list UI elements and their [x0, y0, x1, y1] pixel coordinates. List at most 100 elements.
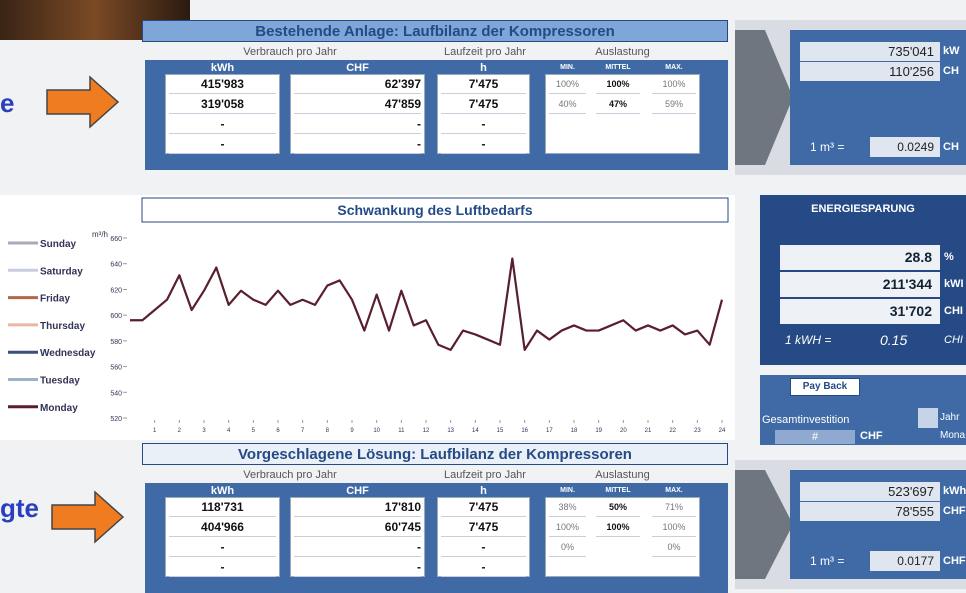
table-cell: 319'058: [169, 94, 276, 114]
x-tick-label: 9: [350, 428, 354, 434]
rate-unit: CHI: [944, 330, 963, 350]
savings-unit: CHI: [944, 299, 963, 324]
total-unit: kWh: [943, 482, 966, 501]
rate-label: 1 m³ =: [810, 551, 844, 571]
savings-unit: kWI: [944, 272, 964, 297]
x-tick-label: 19: [595, 428, 602, 434]
y-tick-label: 560: [110, 365, 122, 372]
column-header: kWh: [165, 485, 280, 497]
side-label: e: [0, 88, 14, 119]
table-cell: 7'475: [441, 497, 526, 517]
x-tick-label: 5: [252, 428, 256, 434]
x-tick-label: 23: [694, 428, 701, 434]
column-header: h: [437, 62, 530, 74]
legend-label: Saturday: [40, 266, 83, 277]
table-cell: -: [294, 537, 421, 557]
rate-label: 1 kWH =: [785, 330, 831, 350]
x-tick-label: 24: [719, 428, 726, 434]
table-cell: 100%: [549, 517, 586, 537]
legend-label: Friday: [40, 294, 70, 305]
x-tick-label: 2: [178, 428, 182, 434]
table-cell: 59%: [652, 94, 696, 114]
group-header: Auslastung: [545, 46, 700, 58]
table-cell: 38%: [549, 497, 586, 517]
savings-value: 31'702: [780, 299, 940, 324]
total-unit: CH: [943, 62, 959, 81]
table-cell: 404'966: [169, 517, 276, 537]
table-cell: -: [441, 114, 526, 134]
table-title: Vorgeschlagene Lösung: Laufbilanz der Ko…: [142, 443, 728, 465]
table-cell: 60'745: [294, 517, 421, 537]
table-cell: 7'475: [441, 94, 526, 114]
table-cell: 40%: [549, 94, 586, 114]
arrow: [735, 30, 795, 165]
rate-unit: CHF: [943, 551, 966, 571]
payback-value: #: [775, 430, 855, 444]
savings-value: 211'344: [780, 272, 940, 297]
column-header: MAX.: [648, 485, 700, 497]
x-tick-label: 8: [326, 428, 330, 434]
rate-value: 0.0249: [870, 137, 940, 157]
line-series: [130, 259, 722, 350]
x-tick-label: 20: [620, 428, 627, 434]
y-tick-label: 620: [110, 287, 122, 294]
table-cell: 100%: [652, 74, 696, 94]
savings-title: ENERGIESPARUNG: [760, 203, 966, 215]
x-tick-label: 6: [276, 428, 280, 434]
side-label: gte: [0, 493, 39, 524]
chart-title: Schwankung des Luftbedarfs: [337, 202, 532, 218]
rate-unit: CH: [943, 137, 959, 157]
table-cell: 100%: [596, 74, 640, 94]
column-header: MIN.: [545, 485, 590, 497]
table-cell: 100%: [549, 74, 586, 94]
arrow: [50, 490, 125, 545]
column-header: MIN.: [545, 62, 590, 74]
x-tick-label: 17: [546, 428, 553, 434]
total-value: 110'256: [800, 62, 940, 81]
column-header: CHF: [290, 485, 425, 497]
legend-label: Sunday: [40, 239, 77, 250]
arrow: [45, 75, 120, 130]
payback-unit: CHF: [860, 430, 883, 442]
legend-label: Tuesday: [40, 376, 80, 387]
rate-label: 1 m³ =: [810, 137, 844, 157]
x-tick-label: 15: [497, 428, 504, 434]
y-axis-label: m³/h: [92, 230, 108, 239]
payback-year: Jahr: [940, 412, 959, 423]
column-header: kWh: [165, 62, 280, 74]
table-cell: -: [294, 557, 421, 577]
y-tick-label: 660: [110, 236, 122, 243]
group-header: Auslastung: [545, 469, 700, 481]
table-cell: 71%: [652, 497, 696, 517]
x-tick-label: 1: [153, 428, 157, 434]
column-header: h: [437, 485, 530, 497]
legend-label: Monday: [40, 403, 78, 414]
group-header: Verbrauch pro Jahr: [200, 46, 380, 58]
x-tick-label: 22: [669, 428, 676, 434]
y-tick-label: 580: [110, 339, 122, 346]
x-tick-label: 7: [301, 428, 305, 434]
column-header: MAX.: [648, 62, 700, 74]
table-cell: 100%: [652, 517, 696, 537]
rate-value: 0.15: [880, 330, 907, 350]
table-cell: 50%: [596, 497, 640, 517]
table-cell: 7'475: [441, 517, 526, 537]
table-cell: 100%: [596, 517, 640, 537]
table-cell: 0%: [549, 537, 586, 557]
table-cell: 0%: [652, 537, 696, 557]
total-value: 78'555: [800, 502, 940, 521]
x-tick-label: 14: [472, 428, 479, 434]
table-cell: -: [441, 134, 526, 154]
table-cell: 62'397: [294, 74, 421, 94]
table-title: Bestehende Anlage: Laufbilanz der Kompre…: [142, 20, 728, 42]
table-cell: 118'731: [169, 497, 276, 517]
payback-month: Mona: [940, 430, 965, 441]
x-tick-label: 11: [398, 428, 405, 434]
table-cell: 17'810: [294, 497, 421, 517]
payback-title: Pay Back: [790, 378, 860, 396]
savings-value: 28.8: [780, 245, 940, 270]
x-tick-label: 3: [202, 428, 206, 434]
payback-label: Gesamtinvestition: [762, 414, 849, 426]
table-cell: -: [294, 134, 421, 154]
table-cell: -: [294, 114, 421, 134]
